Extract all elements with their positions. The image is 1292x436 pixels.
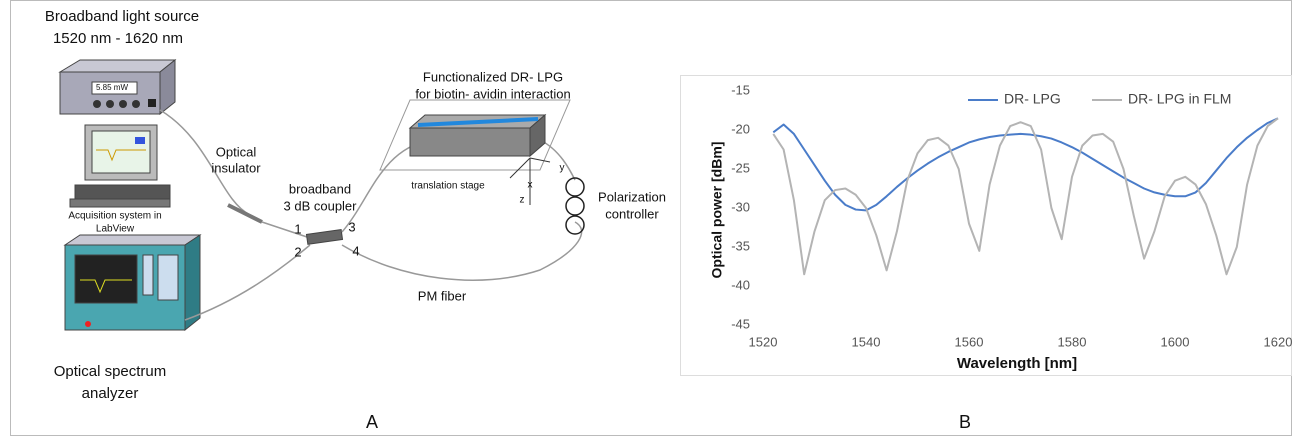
dr-lpg bbox=[417, 117, 539, 127]
source-display bbox=[91, 81, 138, 95]
x-tick-label: 1620 bbox=[1264, 334, 1292, 349]
knob bbox=[106, 100, 114, 108]
pc-loop bbox=[565, 196, 585, 216]
computer-base bbox=[69, 198, 171, 208]
osa-trace bbox=[80, 279, 132, 294]
panel-label: B bbox=[959, 412, 971, 432]
diagram-label: x bbox=[528, 180, 533, 191]
diagram-label: for biotin- avidin interaction bbox=[415, 86, 570, 101]
x-tick-label: 1560 bbox=[955, 334, 984, 349]
diagram-label: 1520 nm - 1620 nm bbox=[53, 30, 183, 47]
fiber bbox=[159, 109, 251, 216]
legend-label: DR- LPG bbox=[1004, 91, 1061, 107]
y-axis-title: Optical power [dBm] bbox=[709, 142, 725, 279]
diagram-label: 4 bbox=[352, 243, 359, 258]
knob bbox=[93, 100, 101, 108]
series-line bbox=[772, 117, 1279, 276]
keyboard bbox=[74, 184, 171, 200]
osa-top bbox=[63, 234, 202, 246]
source-side bbox=[159, 58, 176, 116]
diagram-label: Functionalized DR- LPG bbox=[423, 69, 563, 84]
x-tick-label: 1580 bbox=[1058, 334, 1087, 349]
axis-y bbox=[529, 157, 551, 163]
diagram-label: Broadband light source bbox=[45, 8, 199, 25]
x-tick-label: 1540 bbox=[852, 334, 881, 349]
diagram-label: translation stage bbox=[411, 181, 485, 192]
osa-side bbox=[184, 234, 201, 332]
translation-stage bbox=[409, 127, 531, 157]
diagram-label: insulator bbox=[211, 160, 261, 175]
y-tick-label: -15 bbox=[731, 82, 750, 97]
source-top bbox=[58, 59, 177, 73]
osa-keys bbox=[142, 254, 154, 296]
lpg-frame bbox=[379, 99, 571, 171]
isolator bbox=[227, 203, 263, 224]
fiber bbox=[184, 244, 311, 321]
y-tick-label: -35 bbox=[731, 238, 750, 253]
diagram-label: 2 bbox=[294, 244, 301, 259]
diagram-label: analyzer bbox=[82, 385, 139, 402]
osa-screen bbox=[74, 254, 138, 304]
x-tick-label: 1520 bbox=[749, 334, 778, 349]
diagram-label: 5.85 mW bbox=[96, 83, 128, 92]
diagram-label: Optical bbox=[216, 144, 257, 159]
port bbox=[148, 99, 156, 107]
screen-trace bbox=[96, 149, 146, 162]
diagram-label: Optical spectrum bbox=[54, 363, 167, 380]
diagram-label: broadband bbox=[289, 181, 351, 196]
x-tick-label: 1600 bbox=[1161, 334, 1190, 349]
diagram-label: LabView bbox=[96, 224, 135, 235]
stage-side bbox=[529, 113, 546, 158]
chart: Optical power [dBm] Wavelength [nm] -15 -… bbox=[709, 82, 1292, 372]
coupler bbox=[305, 228, 344, 245]
fiber bbox=[261, 221, 311, 239]
chart-frame bbox=[680, 75, 1292, 376]
diagram-label: 1 bbox=[294, 221, 301, 236]
pc-loop bbox=[565, 177, 585, 197]
osa-keys bbox=[157, 254, 179, 301]
x-axis-title: Wavelength [nm] bbox=[957, 355, 1077, 372]
panel-label: A bbox=[366, 412, 378, 432]
diagram: Broadband light source 1520 nm - 1620 nm… bbox=[45, 8, 666, 402]
y-tick-label: -30 bbox=[731, 199, 750, 214]
diagram-label: Acquisition system in bbox=[68, 211, 161, 222]
diagram-label: Polarization bbox=[598, 189, 666, 204]
y-tick-label: -45 bbox=[731, 316, 750, 331]
diagram-label: PM fiber bbox=[418, 288, 467, 303]
knob bbox=[132, 100, 140, 108]
pc-loop bbox=[565, 215, 585, 235]
y-tick-label: -20 bbox=[731, 121, 750, 136]
pm-fiber bbox=[341, 221, 583, 281]
diagram-label: 3 bbox=[348, 219, 355, 234]
fiber bbox=[539, 139, 576, 181]
legend-label: DR- LPG in FLM bbox=[1128, 91, 1231, 107]
axis-x bbox=[509, 157, 531, 179]
screen-icon bbox=[135, 137, 145, 144]
osa-led bbox=[85, 321, 91, 327]
knob bbox=[119, 100, 127, 108]
y-tick-label: -40 bbox=[731, 277, 750, 292]
diagram-label: y bbox=[560, 163, 565, 174]
diagram-label: z bbox=[520, 195, 525, 206]
diagram-label: controller bbox=[605, 206, 659, 221]
series-line bbox=[772, 117, 1279, 212]
diagram-label: 3 dB coupler bbox=[284, 198, 358, 213]
y-tick-label: -25 bbox=[731, 160, 750, 175]
